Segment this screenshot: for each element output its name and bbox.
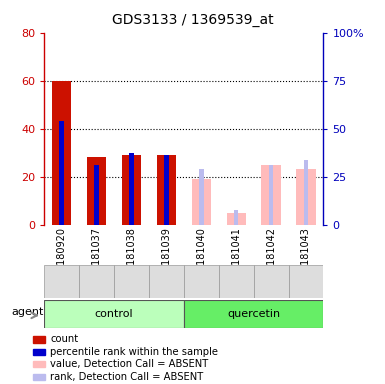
Bar <box>261 165 281 225</box>
Bar <box>227 213 246 225</box>
Bar <box>157 155 176 225</box>
Bar <box>52 81 71 225</box>
Bar <box>33 336 45 343</box>
Bar <box>254 265 288 298</box>
Bar <box>129 153 134 225</box>
Text: percentile rank within the sample: percentile rank within the sample <box>50 347 218 357</box>
Bar <box>184 300 323 328</box>
Bar <box>59 121 64 225</box>
Bar <box>234 210 238 225</box>
Text: GDS3133 / 1369539_at: GDS3133 / 1369539_at <box>112 13 273 27</box>
Bar <box>44 265 79 298</box>
Bar <box>184 265 219 298</box>
Bar <box>304 160 308 225</box>
Bar <box>192 179 211 225</box>
Bar <box>94 165 99 225</box>
Text: count: count <box>50 334 79 344</box>
Bar <box>33 349 45 355</box>
Bar <box>269 165 273 225</box>
Bar <box>219 265 254 298</box>
Bar <box>199 169 204 225</box>
Bar <box>296 169 316 225</box>
Text: quercetin: quercetin <box>227 309 280 319</box>
Bar <box>87 157 106 225</box>
Text: agent: agent <box>11 308 44 318</box>
Bar <box>288 265 323 298</box>
Bar <box>164 155 169 225</box>
Text: control: control <box>95 309 133 319</box>
Bar <box>79 265 114 298</box>
Bar <box>122 155 141 225</box>
Text: rank, Detection Call = ABSENT: rank, Detection Call = ABSENT <box>50 372 204 382</box>
Bar <box>33 361 45 367</box>
Bar <box>44 300 184 328</box>
Text: value, Detection Call = ABSENT: value, Detection Call = ABSENT <box>50 359 209 369</box>
Bar <box>114 265 149 298</box>
Bar <box>149 265 184 298</box>
Bar <box>33 374 45 380</box>
